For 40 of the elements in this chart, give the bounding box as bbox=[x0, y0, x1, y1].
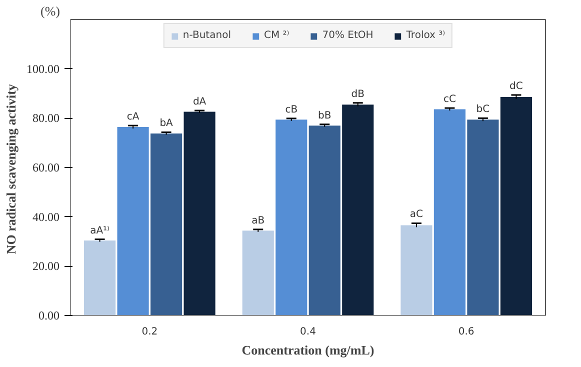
bar bbox=[276, 120, 308, 316]
data-label: aB bbox=[252, 215, 265, 226]
x-axis-title: Concentration (mg/mL) bbox=[242, 342, 374, 358]
bar bbox=[84, 240, 116, 316]
bar bbox=[500, 96, 532, 316]
y-tick-label: 60.00 bbox=[32, 160, 60, 174]
legend-label: n-Butanol bbox=[182, 30, 231, 41]
bar bbox=[117, 127, 149, 316]
legend-label: CM ²⁾ bbox=[264, 30, 290, 41]
y-tick-label: 100.00 bbox=[26, 62, 60, 76]
data-label: dB bbox=[351, 88, 365, 100]
data-label: aC bbox=[410, 209, 424, 220]
x-tick-label: 0.6 bbox=[458, 326, 474, 338]
data-label: cA bbox=[126, 112, 140, 123]
y-tick-label: 20.00 bbox=[32, 259, 60, 274]
bar bbox=[184, 112, 216, 316]
data-label: dA bbox=[192, 96, 206, 108]
x-tick-label: 0.2 bbox=[142, 326, 158, 338]
data-label: bB bbox=[318, 110, 332, 122]
y-axis-title: NO radical scavenging activity bbox=[4, 84, 18, 254]
bar bbox=[467, 120, 499, 316]
bar bbox=[150, 133, 182, 316]
y-tick-label: 40.00 bbox=[32, 210, 60, 224]
x-tick-label: 0.4 bbox=[300, 326, 316, 338]
data-label: bA bbox=[160, 118, 174, 130]
data-label: aA¹⁾ bbox=[90, 225, 110, 236]
data-label: dC bbox=[510, 80, 523, 92]
bar bbox=[242, 230, 274, 316]
text: (%) bbox=[40, 4, 60, 18]
data-label: bC bbox=[476, 104, 490, 116]
y-tick-label: 0.00 bbox=[38, 308, 60, 322]
bar bbox=[342, 104, 374, 316]
bar bbox=[400, 225, 432, 316]
y-tick-label: 80.00 bbox=[32, 111, 60, 126]
legend-label: 70% EtOH bbox=[322, 30, 374, 41]
data-label: cB bbox=[285, 104, 298, 116]
data-label: cC bbox=[443, 94, 456, 106]
legend-label: Trolox ³⁾ bbox=[406, 30, 446, 41]
bar bbox=[308, 126, 340, 316]
bar bbox=[434, 109, 466, 316]
